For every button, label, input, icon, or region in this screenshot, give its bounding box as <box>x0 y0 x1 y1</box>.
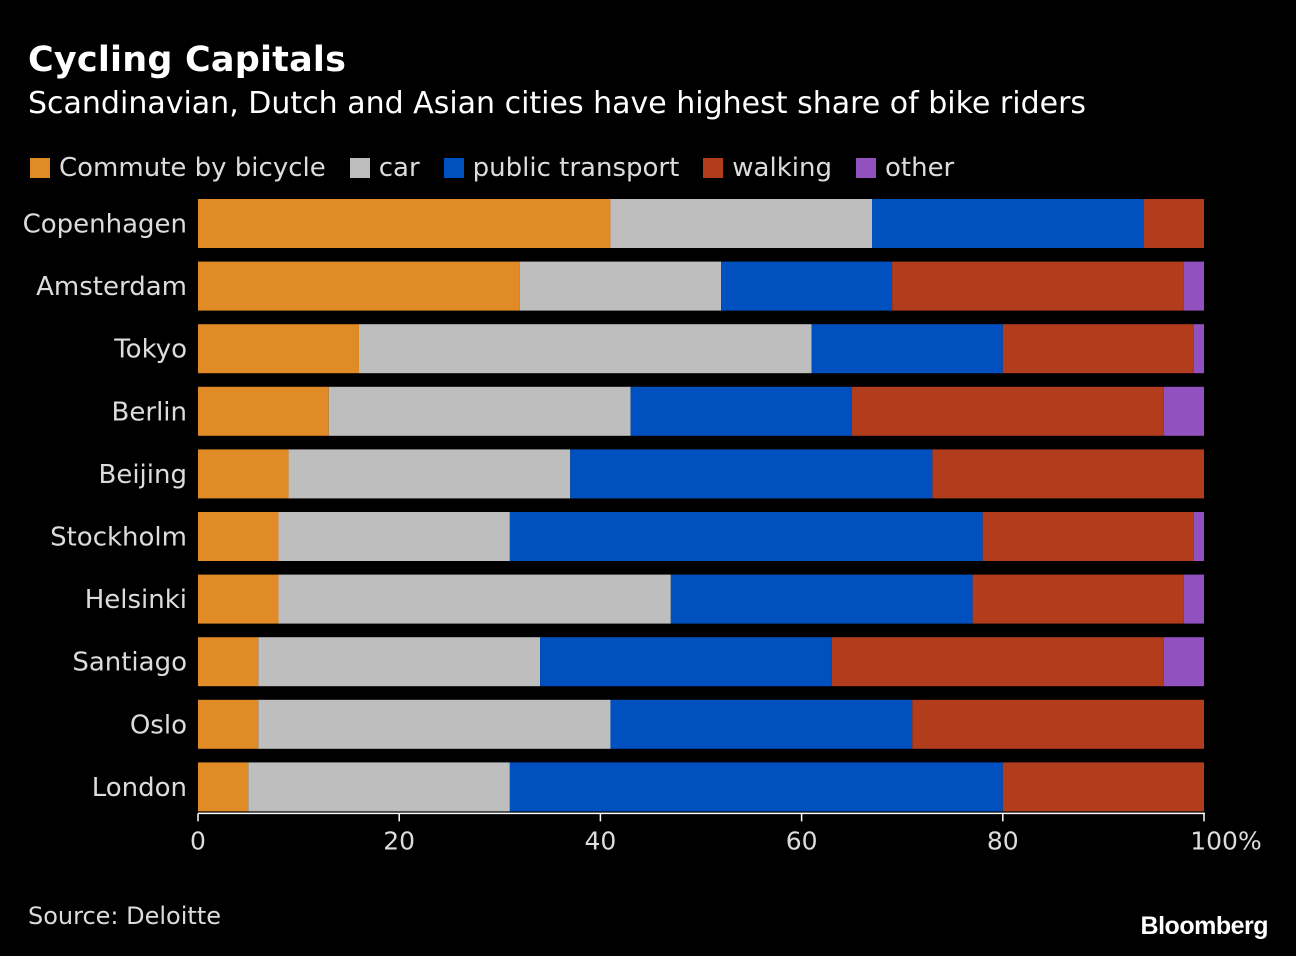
bar-segment <box>198 449 289 499</box>
legend-item: walking <box>703 153 832 183</box>
bar-segment <box>570 449 933 499</box>
bar-segment <box>509 762 1003 812</box>
legend-swatch <box>30 158 50 178</box>
x-tick-label: 100% <box>1190 826 1261 855</box>
bar-segment <box>670 574 973 624</box>
legend-swatch <box>855 158 876 178</box>
bar-segment <box>972 574 1184 624</box>
bar-segment <box>278 512 510 561</box>
bar-segment <box>198 386 329 436</box>
bar-segment <box>1143 199 1204 248</box>
bar-segment <box>519 261 722 311</box>
bar-segment <box>721 261 893 311</box>
bar-segment <box>982 512 1194 561</box>
bar-segment <box>892 261 1184 311</box>
bar-segment <box>831 637 1164 687</box>
category-label: Berlin <box>112 397 187 427</box>
bar-segment <box>1183 574 1204 624</box>
category-label: Copenhagen <box>23 210 187 240</box>
bar-segment <box>1163 637 1204 687</box>
bloomberg-logo: Bloomberg <box>1140 912 1269 940</box>
legend-label: walking <box>732 153 832 183</box>
category-label: Helsinki <box>85 585 187 615</box>
bar-segment <box>1193 324 1204 374</box>
bar-segment <box>198 199 611 248</box>
bar-segment <box>1193 512 1204 561</box>
legend-label: Commute by bicycle <box>59 153 326 183</box>
bar-segment <box>198 324 359 374</box>
bar-segment <box>328 386 631 436</box>
bar-segment <box>912 699 1204 749</box>
legend-label: other <box>884 153 955 183</box>
x-tick-label: 0 <box>190 826 206 855</box>
bar-segment <box>610 699 913 749</box>
legend-item: car <box>349 153 420 183</box>
chart-subtitle: Scandinavian, Dutch and Asian cities hav… <box>28 86 1087 121</box>
bar-segment <box>872 199 1144 248</box>
bar-segment <box>278 574 671 624</box>
category-label: Tokyo <box>113 335 187 365</box>
bar-segment <box>248 762 510 812</box>
category-label: Oslo <box>130 710 187 740</box>
bar-segment <box>198 699 259 749</box>
x-tick-label: 80 <box>987 826 1019 855</box>
bar-segment <box>1002 324 1194 374</box>
bar-segment <box>509 512 983 561</box>
legend-swatch <box>443 158 464 178</box>
category-label: London <box>92 773 187 803</box>
x-tick-label: 20 <box>383 826 415 855</box>
bar-segment <box>198 574 279 624</box>
source-note: Source: Deloitte <box>28 902 221 930</box>
legend-label: public transport <box>472 153 680 183</box>
bar-segment <box>258 637 541 687</box>
x-tick-label: 40 <box>584 826 616 855</box>
legend-swatch <box>349 158 370 178</box>
legend-label: car <box>378 153 420 183</box>
legend-swatch <box>703 158 724 178</box>
bar-segment <box>288 449 571 499</box>
category-label: Santiago <box>72 648 187 678</box>
bar-segment <box>198 512 279 561</box>
legend-item: public transport <box>443 153 680 183</box>
bar-segment <box>610 199 873 248</box>
chart-title: Cycling Capitals <box>28 40 347 80</box>
legend-item: other <box>855 153 955 183</box>
bar-segment <box>1183 261 1204 311</box>
bar-segment <box>198 637 259 687</box>
bar-segment <box>540 637 832 687</box>
x-tick-label: 60 <box>786 826 818 855</box>
bar-segment <box>358 324 812 374</box>
legend-item: Commute by bicycle <box>30 153 326 183</box>
legend: Commute by bicycle car public transport wal… <box>30 151 978 185</box>
category-label: Amsterdam <box>36 272 187 302</box>
bar-segment <box>198 261 520 311</box>
bar-segment <box>1002 762 1204 812</box>
bar-segment <box>630 386 852 436</box>
bar-segment <box>811 324 1003 374</box>
bar-segment <box>1163 386 1204 436</box>
bar-segment <box>198 762 249 812</box>
category-label: Beijing <box>99 460 188 490</box>
bar-segment <box>851 386 1164 436</box>
category-label: Stockholm <box>50 523 187 553</box>
bar-segment <box>258 699 611 749</box>
bar-segment <box>932 449 1204 499</box>
